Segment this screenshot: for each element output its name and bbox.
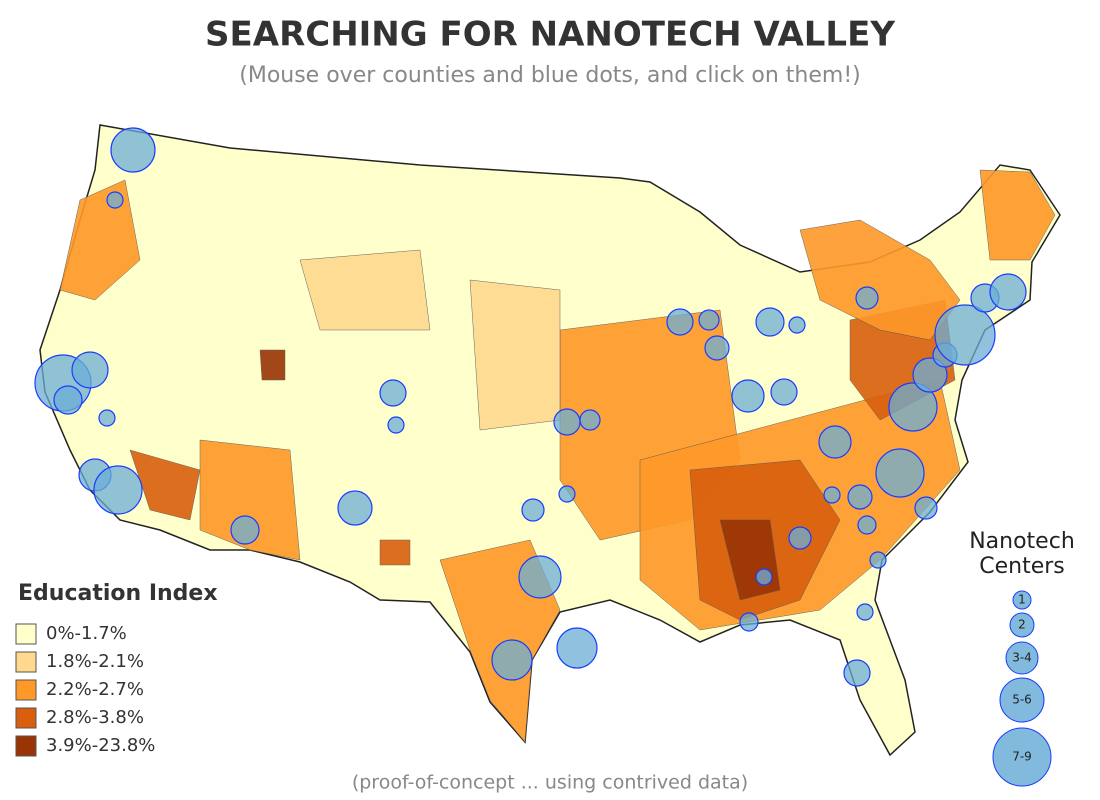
nanotech-center[interactable] (869, 551, 887, 569)
legend-swatch (15, 707, 37, 729)
legend-label: 0%-1.7% (46, 623, 127, 644)
size-legend-label: 7-9 (1012, 750, 1032, 764)
legend: 0%-1.7% 1.8%-2.1% 2.2%-2.7% 2.8%-3.8% 3.9%-2… (15, 623, 155, 757)
county-region[interactable] (199, 439, 301, 561)
size-legend-label: 3-4 (1012, 651, 1032, 665)
legend-swatch (15, 651, 37, 673)
legend-label: 1.8%-2.1% (46, 651, 144, 672)
nanotech-center[interactable] (521, 498, 545, 522)
nanotech-center[interactable] (755, 307, 785, 337)
nanotech-center[interactable] (912, 357, 948, 393)
nanotech-center[interactable] (739, 612, 759, 632)
nanotech-center[interactable] (818, 425, 852, 459)
nanotech-center[interactable] (704, 335, 730, 361)
legend-swatch (15, 623, 37, 645)
nanotech-center[interactable] (491, 639, 533, 681)
size-legend-title: Centers (979, 554, 1065, 579)
size-legend-label: 2 (1018, 618, 1026, 632)
nanotech-center[interactable] (856, 603, 874, 621)
nanotech-center[interactable] (556, 627, 598, 669)
size-legend-bubble (1009, 612, 1035, 638)
county-region[interactable] (379, 539, 411, 566)
nanotech-center[interactable] (788, 526, 812, 550)
nanotech-center[interactable] (71, 351, 109, 389)
nanotech-center[interactable] (888, 382, 938, 432)
nanotech-center[interactable] (823, 486, 841, 504)
size-legend-bubble (992, 727, 1052, 787)
nanotech-center[interactable] (93, 465, 143, 515)
legend-swatch (15, 679, 37, 701)
county-region[interactable] (299, 249, 431, 331)
nanotech-center[interactable] (518, 555, 562, 599)
size-legend-bubble (1012, 590, 1032, 610)
nanotech-center[interactable] (875, 448, 925, 498)
nanotech-center[interactable] (843, 659, 871, 687)
nanotech-center[interactable] (855, 286, 879, 310)
legend-swatch (15, 735, 37, 757)
footnote: (proof-of-concept ... using contrived da… (352, 772, 748, 794)
nanotech-center[interactable] (666, 308, 694, 336)
size-legend-label: 5-6 (1012, 693, 1032, 707)
nanotech-center[interactable] (579, 409, 601, 431)
nanotech-center[interactable] (106, 191, 124, 209)
legend-label: 3.9%-23.8% (46, 735, 155, 756)
title: SEARCHING FOR NANOTECH VALLEY (205, 15, 895, 55)
nanotech-center[interactable] (558, 485, 576, 503)
us-map (34, 124, 1061, 757)
county-region[interactable] (129, 449, 201, 521)
county-region[interactable] (259, 349, 286, 381)
legend-label: 2.2%-2.7% (46, 679, 144, 700)
county-region[interactable] (469, 279, 561, 431)
nanotech-center[interactable] (755, 568, 773, 586)
nanotech-center[interactable] (230, 515, 260, 545)
nanotech-center[interactable] (337, 490, 373, 526)
nanotech-center[interactable] (934, 304, 996, 366)
size-legend-title: Nanotech (969, 529, 1075, 554)
nanotech-center[interactable] (788, 316, 806, 334)
county-region[interactable] (59, 179, 141, 301)
nanotech-center[interactable] (379, 379, 407, 407)
legend-label: 2.8%-3.8% (46, 707, 144, 728)
nanotech-center[interactable] (857, 515, 877, 535)
size-legend-bubble (1005, 641, 1039, 675)
subtitle: (Mouse over counties and blue dots, and … (239, 63, 860, 88)
nanotech-center[interactable] (110, 127, 156, 173)
nanotech-center[interactable] (847, 484, 873, 510)
nanotech-center[interactable] (770, 378, 798, 406)
nanotech-center[interactable] (53, 385, 83, 415)
size-legend-bubble (999, 677, 1045, 723)
nanotech-center[interactable] (553, 408, 581, 436)
nanotech-center[interactable] (914, 496, 938, 520)
county-region[interactable] (979, 169, 1056, 261)
nanotech-center[interactable] (98, 409, 116, 427)
legend-title: Education Index (18, 581, 218, 606)
size-legend-label: 1 (1018, 593, 1026, 607)
nanotech-center[interactable] (387, 416, 405, 434)
nanotech-center[interactable] (989, 273, 1027, 311)
nanotech-center[interactable] (731, 379, 765, 413)
nanotech-center[interactable] (698, 309, 720, 331)
